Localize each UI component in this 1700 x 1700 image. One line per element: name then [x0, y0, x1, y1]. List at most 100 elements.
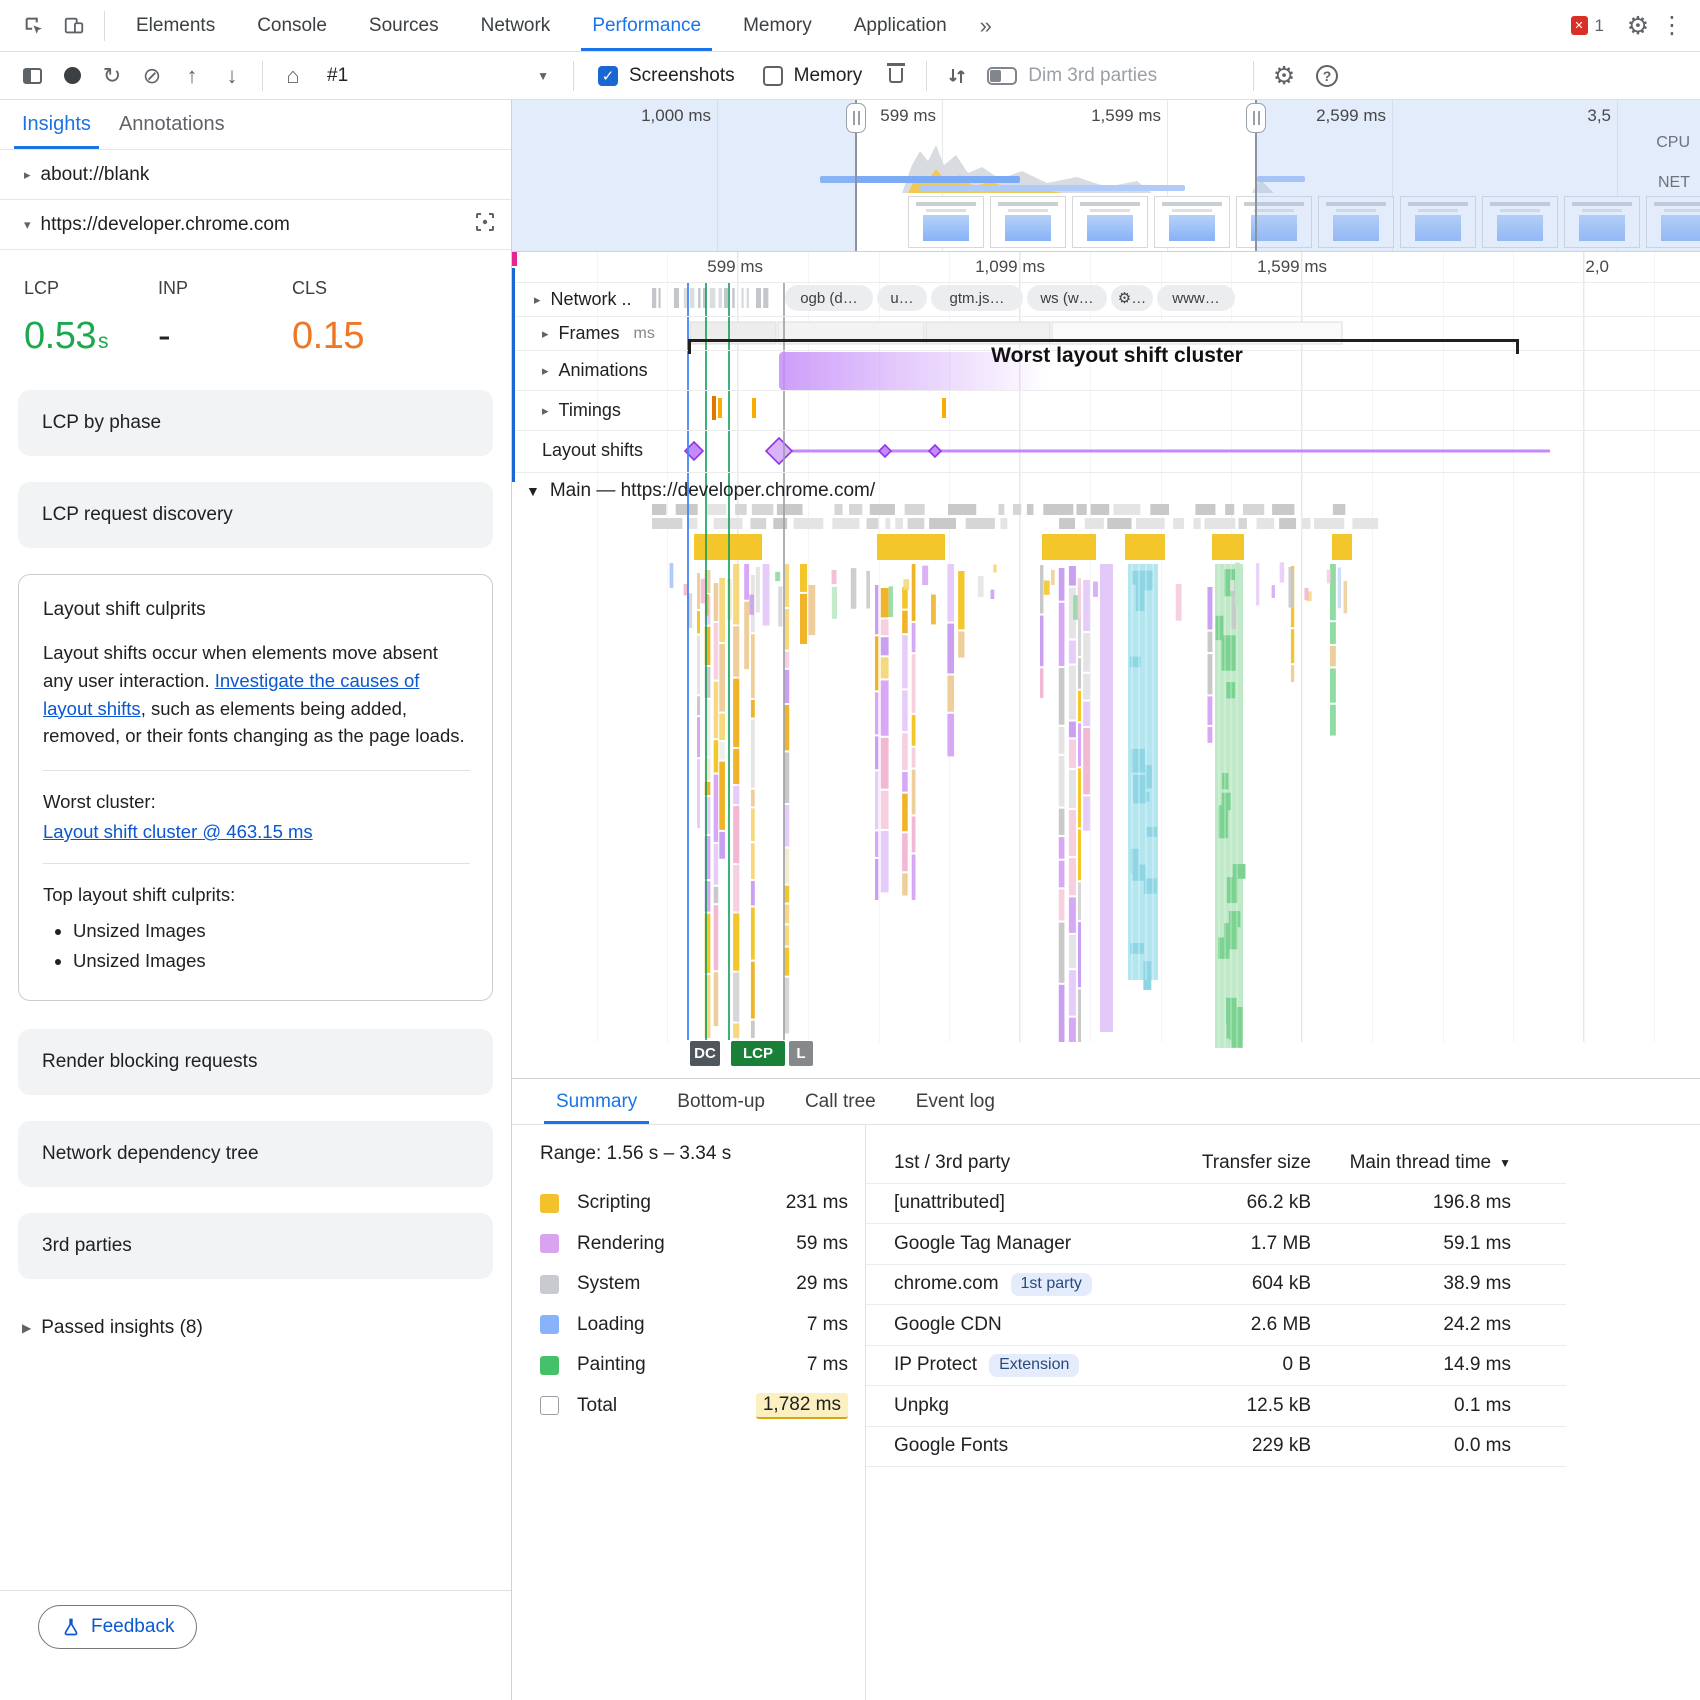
legend-swatch	[540, 1234, 559, 1254]
toggle-sidebar-icon[interactable]	[12, 56, 52, 96]
table-row[interactable]: IP Protect Extension 0 B 14.9 ms	[866, 1346, 1566, 1386]
chevron-right-icon: ▸	[542, 325, 549, 341]
details-tab-summary[interactable]: Summary	[536, 1079, 657, 1124]
cpu-lane-label: CPU	[1656, 134, 1690, 151]
capture-settings-gear-icon[interactable]: ⚙	[1272, 61, 1296, 90]
track-frames[interactable]: ▸ Frames ms	[542, 323, 655, 343]
sidebar-footer: Feedback	[0, 1590, 511, 1700]
tab-sources[interactable]: Sources	[368, 14, 439, 36]
passed-insights-toggle[interactable]: ▶ Passed insights (8)	[0, 1305, 511, 1339]
legend-label: System	[577, 1273, 641, 1295]
more-tabs-button[interactable]: »	[979, 12, 992, 38]
main-thread-header[interactable]: ▼ Main — https://developer.chrome.com/	[526, 480, 876, 501]
details-tab-bottom-up[interactable]: Bottom-up	[677, 1090, 765, 1112]
flame-chart[interactable]	[512, 252, 1700, 1078]
device-toolbar-icon[interactable]	[54, 6, 94, 46]
history-select[interactable]: #1 ▼	[313, 58, 563, 94]
load-profile-icon[interactable]: ↑	[186, 62, 198, 88]
help-icon[interactable]: ?	[1316, 64, 1339, 87]
timeline-overview[interactable]: 1,000 ms 599 ms 1,599 ms 2,599 ms 3,5 CPU NE…	[512, 100, 1700, 252]
table-header-row[interactable]: 1st / 3rd party Transfer size Main thread …	[866, 1143, 1566, 1184]
save-profile-icon[interactable]: ↓	[226, 62, 238, 88]
tab-console[interactable]: Console	[257, 14, 327, 36]
tab-performance[interactable]: Performance	[571, 0, 722, 51]
settings-gear-icon[interactable]: ⚙	[1626, 11, 1650, 40]
track-timings[interactable]: ▸ Timings	[542, 400, 621, 420]
filmstrip-thumbnail[interactable]	[1646, 196, 1700, 248]
frame-row-developer-chrome[interactable]: ▾ https://developer.chrome.com	[0, 200, 511, 250]
track-animations[interactable]: ▸ Animations	[542, 360, 648, 380]
checkbox-unchecked-icon	[762, 65, 783, 86]
main-thread-time-value: 24.2 ms	[1443, 1313, 1511, 1335]
network-request-chip[interactable]: ⚙…	[1111, 285, 1153, 311]
selection-handle-left[interactable]	[846, 100, 866, 251]
sidebar-tab-insights[interactable]: Insights	[8, 100, 105, 149]
details-tab-call-tree[interactable]: Call tree	[804, 1090, 876, 1112]
filmstrip-thumbnail[interactable]	[1318, 196, 1394, 248]
details-tab-event-log[interactable]: Event log	[915, 1090, 995, 1112]
insight-card[interactable]: LCP by phase	[18, 390, 493, 456]
frame-row-about-blank[interactable]: ▸ about://blank	[0, 150, 511, 200]
filmstrip-thumbnail[interactable]	[908, 196, 984, 248]
layout-shift-culprits-card[interactable]: Layout shift culprits Layout shifts occu…	[18, 574, 493, 1001]
filmstrip-thumbnail[interactable]	[1236, 196, 1312, 248]
worst-cluster-link[interactable]: Layout shift cluster @ 463.15 ms	[43, 821, 313, 842]
filmstrip-thumbnail[interactable]	[1072, 196, 1148, 248]
insight-card[interactable]: LCP request discovery	[18, 482, 493, 548]
selection-handle-right[interactable]	[1246, 100, 1266, 251]
feedback-button[interactable]: Feedback	[38, 1605, 198, 1649]
filmstrip-thumbnail[interactable]	[1400, 196, 1476, 248]
inspect-icon[interactable]	[14, 6, 54, 46]
timeline-tracks[interactable]: 599 ms 1,099 ms 1,599 ms 2,0 ▸ Network .. ▸…	[512, 252, 1700, 1078]
insight-card[interactable]: 3rd parties	[18, 1213, 493, 1279]
drag-grip-icon[interactable]	[1246, 103, 1266, 133]
transfer-size-value: 604 kB	[1251, 1273, 1311, 1295]
layout-shift-cluster-annotation[interactable]: Worst layout shift cluster	[991, 344, 1243, 367]
table-row[interactable]: Google Fonts 229 kB 0.0 ms	[866, 1427, 1566, 1467]
dim-3rd-parties-toggle[interactable]: Dim 3rd parties	[987, 65, 1157, 87]
tab-application[interactable]: Application	[853, 14, 947, 36]
tab-elements[interactable]: Elements	[136, 14, 216, 36]
filmstrip-thumbnail[interactable]	[1482, 196, 1558, 248]
overview-time-label: 2,599 ms	[1316, 106, 1386, 125]
summary-range: Range: 1.56 s – 3.34 s	[540, 1143, 732, 1164]
live-metrics-icon[interactable]: ⌂	[286, 62, 300, 88]
filmstrip-thumbnail[interactable]	[1564, 196, 1640, 248]
tab-memory[interactable]: Memory	[743, 14, 812, 36]
sidebar-tab-annotations[interactable]: Annotations	[118, 113, 225, 135]
investigate-link[interactable]: Investigate the causes of layout shifts	[43, 669, 420, 719]
reload-and-record-icon[interactable]: ↻	[102, 62, 122, 88]
screenshots-checkbox[interactable]: ✓ Screenshots	[598, 65, 735, 87]
table-row[interactable]: Google CDN 2.6 MB 24.2 ms	[866, 1305, 1566, 1346]
network-request-chip[interactable]: gtm.js…	[931, 285, 1023, 311]
track-network[interactable]: ▸ Network ..	[534, 289, 632, 309]
tab-network[interactable]: Network	[480, 14, 551, 36]
network-request-chip[interactable]: u…	[877, 285, 927, 311]
table-row[interactable]: [unattributed] 66.2 kB 196.8 ms	[866, 1184, 1566, 1224]
insight-card[interactable]: Render blocking requests	[18, 1029, 493, 1095]
memory-checkbox[interactable]: Memory	[762, 65, 862, 87]
filmstrip-thumbnail[interactable]	[990, 196, 1066, 248]
network-request-chip[interactable]: www…	[1157, 285, 1235, 311]
network-request-chip[interactable]: ws (w…	[1027, 285, 1107, 311]
more-options-icon[interactable]: ⋮	[1660, 12, 1684, 39]
swap-vertical-icon[interactable]	[937, 56, 977, 96]
track-layout-shifts[interactable]: Layout shifts	[542, 440, 644, 460]
filmstrip-thumbnail[interactable]	[1154, 196, 1230, 248]
insight-card[interactable]: Network dependency tree	[18, 1121, 493, 1187]
table-row[interactable]: chrome.com 1st party 604 kB 38.9 ms	[866, 1265, 1566, 1305]
layout-shift-diamond[interactable]	[877, 443, 893, 459]
trash-icon[interactable]	[876, 56, 916, 96]
overview-time-label: 3,5	[1587, 106, 1611, 125]
record-icon[interactable]	[52, 56, 92, 96]
table-row[interactable]: Unpkg 12.5 kB 0.1 ms	[866, 1386, 1566, 1427]
table-row[interactable]: Google Tag Manager 1.7 MB 59.1 ms	[866, 1224, 1566, 1265]
divider	[1253, 60, 1255, 91]
network-request-chip[interactable]: ogb (d…	[785, 285, 873, 311]
field-data-icon[interactable]	[473, 210, 497, 240]
layout-shift-diamond[interactable]	[764, 436, 794, 466]
drag-grip-icon[interactable]	[846, 103, 866, 133]
clear-icon[interactable]: ⊘	[142, 62, 162, 88]
error-count-badge[interactable]: ✕ 1	[1570, 16, 1604, 36]
layout-shift-diamond[interactable]	[927, 443, 943, 459]
